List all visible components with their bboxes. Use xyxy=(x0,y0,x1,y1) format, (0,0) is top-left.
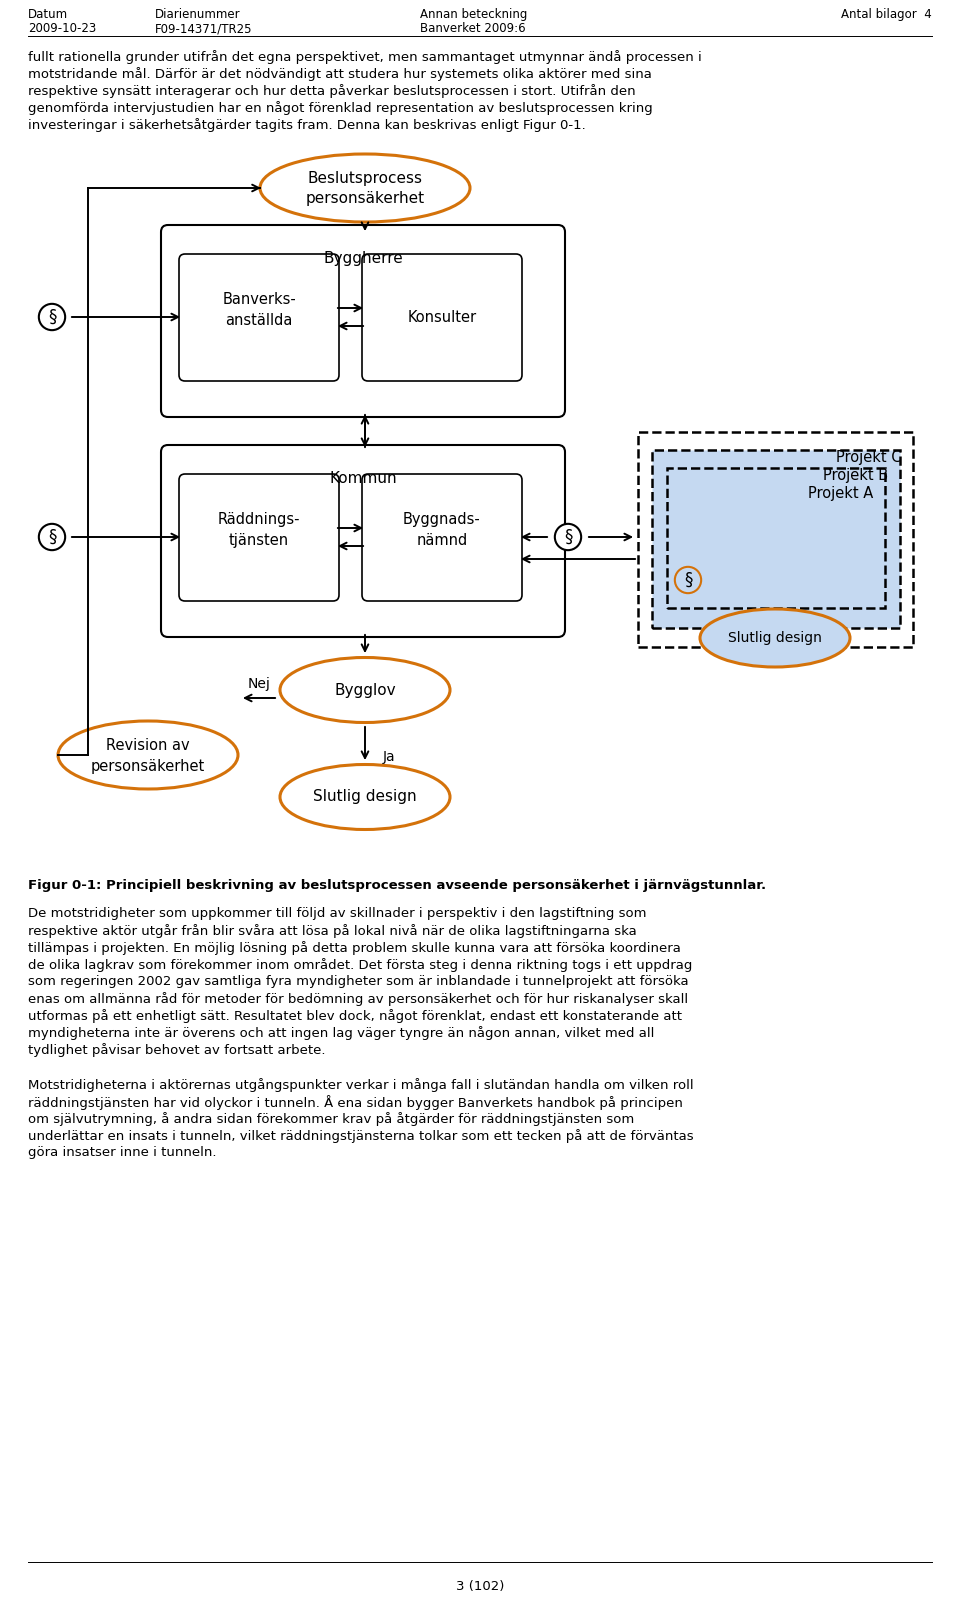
Text: personsäkerhet: personsäkerhet xyxy=(305,192,424,206)
Text: F09-14371/TR25: F09-14371/TR25 xyxy=(155,22,252,35)
Text: Slutlig design: Slutlig design xyxy=(313,790,417,804)
Text: genomförda intervjustudien har en något förenklad representation av beslutsproce: genomförda intervjustudien har en något … xyxy=(28,101,653,115)
Text: utformas på ett enhetligt sätt. Resultatet blev dock, något förenklat, endast et: utformas på ett enhetligt sätt. Resultat… xyxy=(28,1009,682,1023)
Text: Projekt B: Projekt B xyxy=(823,469,888,483)
Text: respektive synsätt interagerar och hur detta påverkar beslutsprocessen i stort. : respektive synsätt interagerar och hur d… xyxy=(28,85,636,98)
Text: Antal bilagor  4: Antal bilagor 4 xyxy=(841,8,932,21)
Text: Byggherre: Byggherre xyxy=(324,251,403,265)
Text: Projekt A: Projekt A xyxy=(807,486,873,500)
Text: Banverket 2009:6: Banverket 2009:6 xyxy=(420,22,526,35)
Ellipse shape xyxy=(260,154,470,222)
Text: motstridande mål. Därför är det nödvändigt att studera hur systemets olika aktör: motstridande mål. Därför är det nödvändi… xyxy=(28,67,652,82)
FancyBboxPatch shape xyxy=(667,469,885,608)
Text: myndigheterna inte är överens och att ingen lag väger tyngre än någon annan, vil: myndigheterna inte är överens och att in… xyxy=(28,1027,655,1039)
Text: Byggnads-
nämnd: Byggnads- nämnd xyxy=(403,512,481,548)
FancyBboxPatch shape xyxy=(161,225,565,417)
Text: om självutrymning, å andra sidan förekommer krav på åtgärder för räddningstjänst: om självutrymning, å andra sidan förekom… xyxy=(28,1111,635,1126)
Text: Annan beteckning: Annan beteckning xyxy=(420,8,527,21)
FancyBboxPatch shape xyxy=(179,254,339,381)
Text: personsäkerhet: personsäkerhet xyxy=(91,760,205,774)
Ellipse shape xyxy=(280,657,450,723)
Text: Beslutsprocess: Beslutsprocess xyxy=(307,171,422,187)
Text: §: § xyxy=(48,528,57,545)
Text: Banverks-
anställda: Banverks- anställda xyxy=(222,293,296,328)
Text: 3 (102): 3 (102) xyxy=(456,1580,504,1593)
Text: som regeringen 2002 gav samtliga fyra myndigheter som är inblandade i tunnelproj: som regeringen 2002 gav samtliga fyra my… xyxy=(28,975,688,988)
Text: fullt rationella grunder utifrån det egna perspektivet, men sammantaget utmynnar: fullt rationella grunder utifrån det egn… xyxy=(28,50,702,64)
Text: Revision av: Revision av xyxy=(107,737,190,753)
Text: de olika lagkrav som förekommer inom området. Det första steg i denna riktning t: de olika lagkrav som förekommer inom omr… xyxy=(28,958,692,972)
Text: §: § xyxy=(684,571,692,588)
Text: räddningstjänsten har vid olyckor i tunneln. Å ena sidan bygger Banverkets handb: räddningstjänsten har vid olyckor i tunn… xyxy=(28,1095,683,1110)
Text: Projekt C: Projekt C xyxy=(835,449,901,465)
FancyBboxPatch shape xyxy=(179,473,339,601)
Ellipse shape xyxy=(280,764,450,830)
Text: Bygglov: Bygglov xyxy=(334,683,396,697)
Ellipse shape xyxy=(58,721,238,788)
Text: Ja: Ja xyxy=(383,750,396,764)
Text: §: § xyxy=(564,528,572,545)
FancyBboxPatch shape xyxy=(362,473,522,601)
Text: 2009-10-23: 2009-10-23 xyxy=(28,22,96,35)
Text: Slutlig design: Slutlig design xyxy=(728,632,822,644)
FancyBboxPatch shape xyxy=(161,445,565,636)
Text: investeringar i säkerhetsåtgärder tagits fram. Denna kan beskrivas enligt Figur : investeringar i säkerhetsåtgärder tagits… xyxy=(28,118,586,133)
FancyBboxPatch shape xyxy=(652,449,900,628)
Text: tillämpas i projekten. En möjlig lösning på detta problem skulle kunna vara att : tillämpas i projekten. En möjlig lösning… xyxy=(28,940,681,955)
Text: enas om allmänna råd för metoder för bedömning av personsäkerhet och för hur ris: enas om allmänna råd för metoder för bed… xyxy=(28,991,688,1006)
Text: underlättar en insats i tunneln, vilket räddningstjänsterna tolkar som ett tecke: underlättar en insats i tunneln, vilket … xyxy=(28,1129,694,1143)
Text: Datum: Datum xyxy=(28,8,68,21)
Text: Nej: Nej xyxy=(248,676,271,691)
Text: Kommun: Kommun xyxy=(329,472,396,486)
FancyBboxPatch shape xyxy=(638,432,913,648)
Ellipse shape xyxy=(700,609,850,667)
Text: Motstridigheterna i aktörernas utgångspunkter verkar i många fall i slutändan ha: Motstridigheterna i aktörernas utgångspu… xyxy=(28,1078,694,1092)
FancyBboxPatch shape xyxy=(362,254,522,381)
Text: Konsulter: Konsulter xyxy=(407,310,476,326)
Text: göra insatser inne i tunneln.: göra insatser inne i tunneln. xyxy=(28,1146,217,1159)
Text: Figur 0-1: Principiell beskrivning av beslutsprocessen avseende personsäkerhet i: Figur 0-1: Principiell beskrivning av be… xyxy=(28,879,766,892)
Text: Räddnings-
tjänsten: Räddnings- tjänsten xyxy=(218,512,300,548)
Text: De motstridigheter som uppkommer till följd av skillnader i perspektiv i den lag: De motstridigheter som uppkommer till fö… xyxy=(28,907,646,919)
Text: Diarienummer: Diarienummer xyxy=(155,8,241,21)
Text: respektive aktör utgår från blir svåra att lösa på lokal nivå när de olika lagst: respektive aktör utgår från blir svåra a… xyxy=(28,924,636,939)
Text: tydlighet påvisar behovet av fortsatt arbete.: tydlighet påvisar behovet av fortsatt ar… xyxy=(28,1043,325,1057)
Text: §: § xyxy=(48,309,57,326)
